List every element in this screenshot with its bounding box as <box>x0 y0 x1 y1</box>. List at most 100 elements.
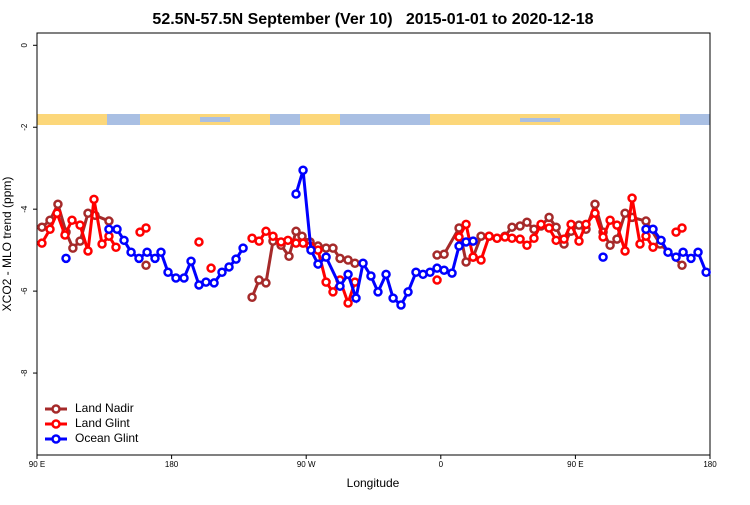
y-tick-label: -4 <box>20 205 29 213</box>
point <box>476 255 486 265</box>
point <box>590 199 600 210</box>
legend-label: Land Glint <box>75 416 130 430</box>
point <box>52 208 62 219</box>
y-tick-label: 0 <box>20 43 29 48</box>
chart-title: 52.5N-57.5N September (Ver 10) 2015-01-0… <box>152 11 593 28</box>
point <box>468 236 478 246</box>
point <box>321 277 331 287</box>
point <box>635 239 645 249</box>
point <box>454 232 464 242</box>
point <box>238 243 248 253</box>
y-axis-label: XCO2 - MLO trend (ppm) <box>0 177 14 312</box>
point <box>328 287 338 297</box>
point <box>507 222 517 232</box>
point <box>425 267 435 278</box>
point <box>126 247 136 257</box>
point <box>37 222 47 232</box>
point <box>171 273 181 283</box>
point <box>381 269 391 280</box>
point <box>461 257 471 267</box>
point <box>396 300 406 310</box>
point <box>135 227 145 237</box>
point <box>656 235 666 246</box>
point <box>461 219 471 230</box>
point <box>388 293 398 303</box>
point <box>559 234 569 244</box>
point <box>306 245 316 255</box>
point <box>141 260 151 271</box>
point <box>522 217 532 228</box>
point <box>366 271 376 281</box>
point <box>507 233 517 244</box>
point <box>150 253 160 264</box>
point <box>335 281 345 291</box>
point <box>529 233 539 244</box>
point <box>447 268 457 278</box>
legend-marker <box>51 419 61 429</box>
point <box>515 234 525 244</box>
point <box>254 236 264 246</box>
point <box>678 247 688 257</box>
point <box>45 224 55 235</box>
point <box>484 231 494 241</box>
plot-frame <box>36 32 711 456</box>
point <box>261 226 271 237</box>
point <box>37 238 47 248</box>
point <box>75 220 85 230</box>
point <box>536 219 546 230</box>
point <box>231 254 241 264</box>
point <box>104 216 114 226</box>
point <box>544 212 554 223</box>
x-tick-label: 180 <box>165 460 179 469</box>
point <box>283 235 293 246</box>
point <box>313 259 323 269</box>
point <box>566 219 576 230</box>
point <box>119 235 129 246</box>
point <box>648 224 658 235</box>
y-tick-label: -2 <box>20 123 29 131</box>
legend-label: Ocean Glint <box>75 431 139 445</box>
point <box>581 219 591 230</box>
point <box>551 235 561 246</box>
point <box>439 249 449 259</box>
point <box>641 216 651 226</box>
point <box>432 275 442 285</box>
point <box>224 262 234 272</box>
point <box>247 292 257 303</box>
point <box>186 256 196 266</box>
point <box>612 220 622 230</box>
point <box>439 265 449 275</box>
point <box>574 236 584 246</box>
point <box>134 253 144 264</box>
legend-marker <box>51 434 61 444</box>
point <box>111 242 121 253</box>
point <box>648 242 658 253</box>
point <box>590 208 600 219</box>
point <box>671 252 681 262</box>
point <box>492 233 502 244</box>
point <box>60 230 70 240</box>
point <box>343 269 353 280</box>
point <box>97 239 107 249</box>
point <box>53 199 63 210</box>
point <box>544 223 554 233</box>
point <box>403 287 413 297</box>
point <box>677 223 687 233</box>
point <box>284 251 294 262</box>
point <box>350 258 360 269</box>
point <box>476 231 486 241</box>
point <box>321 252 331 262</box>
point <box>663 247 673 257</box>
point <box>261 278 271 288</box>
point <box>89 194 99 205</box>
point <box>358 258 368 269</box>
point <box>335 253 345 264</box>
point <box>671 227 681 237</box>
point <box>343 298 353 308</box>
point <box>75 236 85 246</box>
point <box>620 246 630 256</box>
point <box>209 278 219 288</box>
point <box>686 253 696 264</box>
point <box>141 223 151 233</box>
